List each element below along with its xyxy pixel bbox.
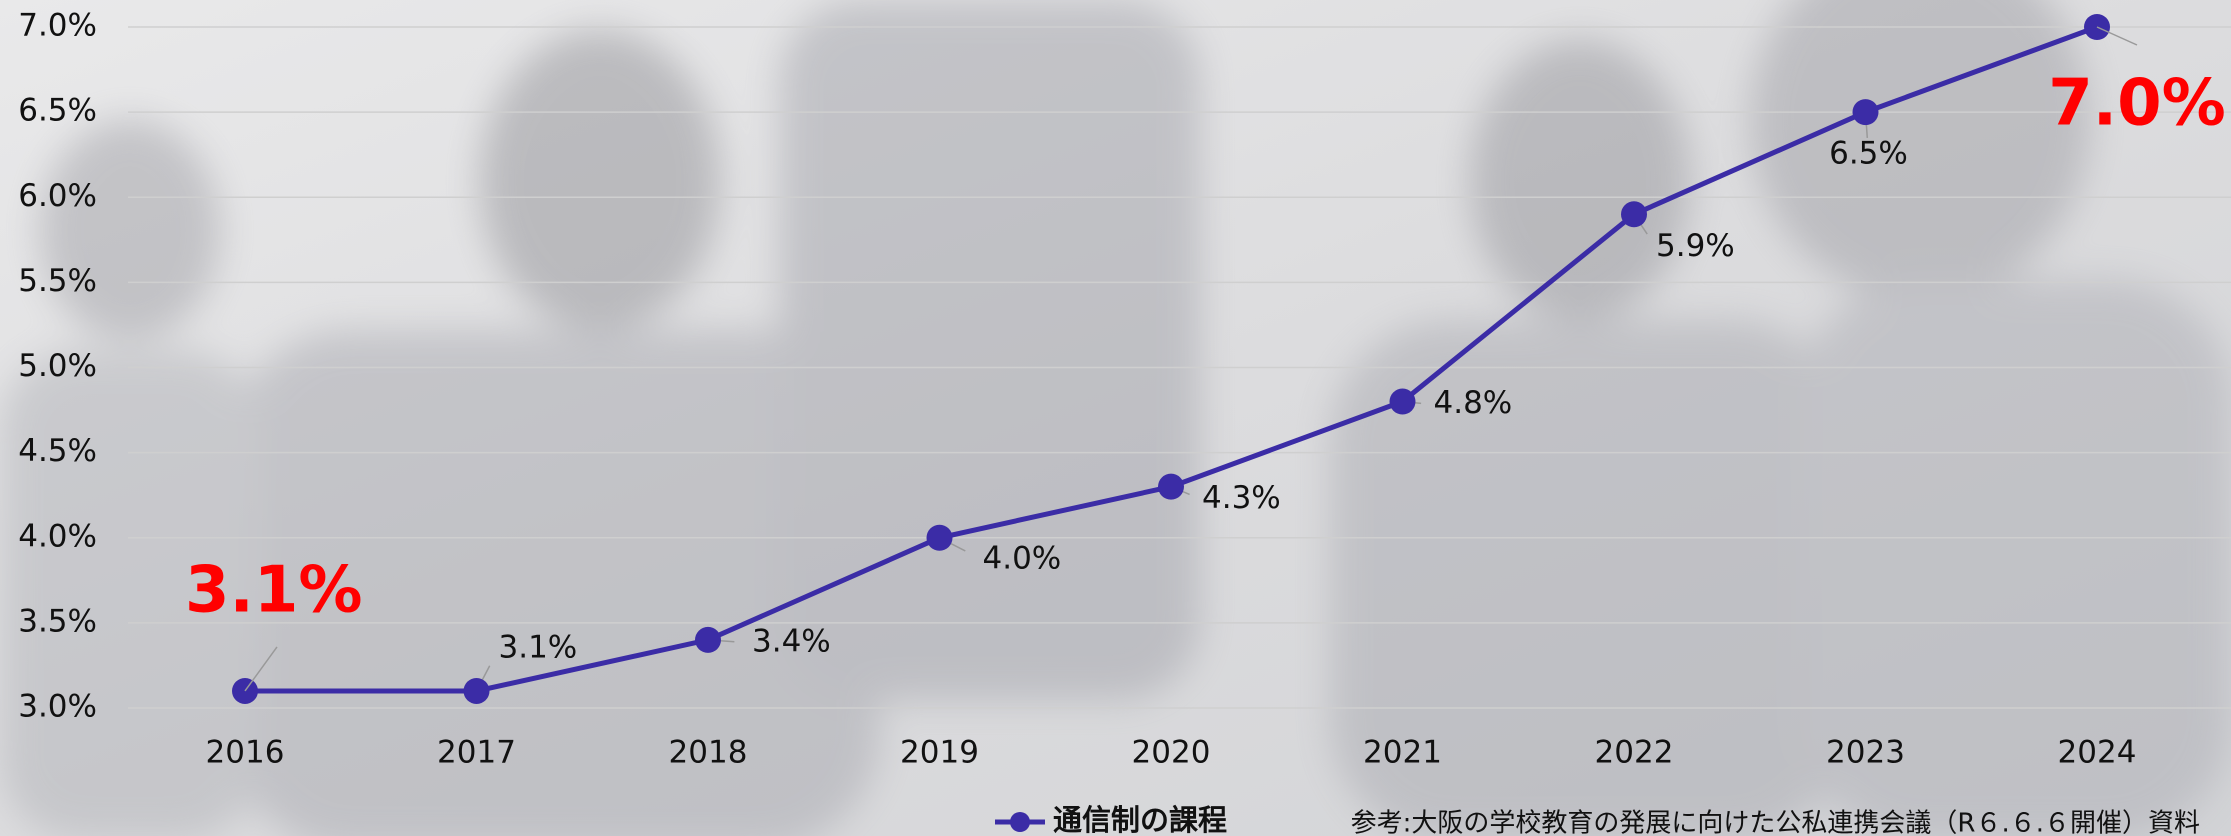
y-tick-label: 6.5% <box>18 93 97 129</box>
y-tick-label: 4.0% <box>18 518 97 554</box>
y-tick-label: 3.5% <box>18 603 97 639</box>
x-tick-label: 2017 <box>437 735 516 771</box>
data-point <box>464 678 490 704</box>
highlight-label: 3.1% <box>185 554 363 628</box>
y-tick-label: 6.0% <box>18 178 97 214</box>
chart: 通信制の課程 参考:大阪の学校教育の発展に向けた公私連携会議（R６.６.６開催）… <box>0 0 2231 836</box>
data-label: 4.0% <box>983 540 1062 576</box>
x-tick-label: 2023 <box>1826 735 1905 771</box>
y-tick-label: 5.0% <box>18 348 97 384</box>
x-tick-label: 2021 <box>1363 735 1442 771</box>
data-label: 3.4% <box>752 623 831 659</box>
y-tick-label: 7.0% <box>18 8 97 44</box>
data-label: 4.8% <box>1434 385 1513 421</box>
x-tick-label: 2024 <box>2058 735 2137 771</box>
y-tick-label: 3.0% <box>18 689 97 725</box>
y-tick-label: 4.5% <box>18 433 97 469</box>
y-tick-label: 5.5% <box>18 263 97 299</box>
legend-marker <box>1010 812 1030 832</box>
data-point <box>927 525 953 551</box>
data-label: 3.1% <box>499 629 578 665</box>
legend-label: 通信制の課程 <box>1053 803 1227 836</box>
data-point <box>1621 201 1647 227</box>
x-tick-label: 2016 <box>206 735 285 771</box>
data-label: 5.9% <box>1656 228 1735 264</box>
data-point <box>1390 389 1416 415</box>
x-tick-label: 2018 <box>669 735 748 771</box>
x-tick-label: 2019 <box>900 735 979 771</box>
x-tick-label: 2022 <box>1595 735 1674 771</box>
data-label: 4.3% <box>1202 480 1281 516</box>
x-tick-label: 2020 <box>1132 735 1211 771</box>
source-note: 参考:大阪の学校教育の発展に向けた公私連携会議（R６.６.６開催）資料 <box>1351 809 2200 836</box>
data-point <box>695 627 721 653</box>
data-point <box>1158 474 1184 500</box>
highlight-label: 7.0% <box>2048 67 2226 141</box>
data-label: 6.5% <box>1829 136 1908 172</box>
data-point <box>1853 99 1879 125</box>
